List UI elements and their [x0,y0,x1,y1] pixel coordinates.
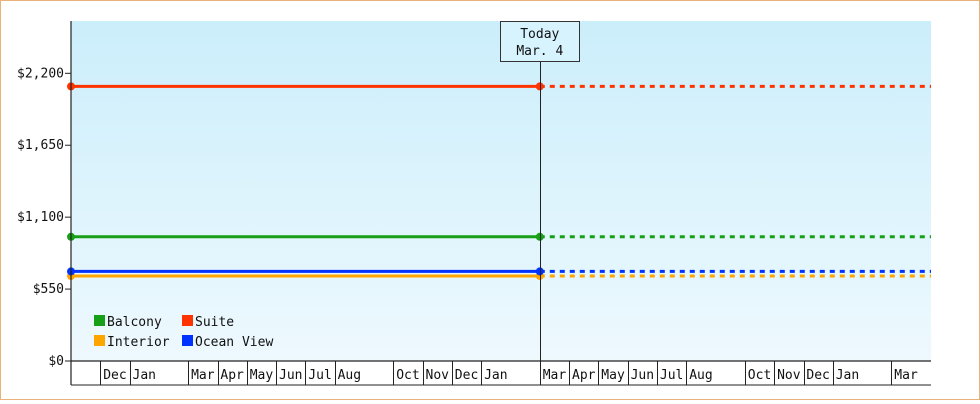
month-label: Dec [103,368,126,383]
month-label: Mar [894,368,918,383]
month-label: Apr [572,368,596,383]
legend-label: Balcony [107,315,162,330]
month-label: Aug [689,368,712,383]
month-label: Dec [806,368,829,383]
month-label: Jan [836,368,859,383]
month-label: Dec [455,368,478,383]
today-title: Today [520,27,559,42]
series-point-today [535,82,544,91]
x-axis-months: Dec Jan Mar Apr May Jun Jul Aug Oct Nov Dec Jan Mar A… [71,361,931,386]
today-date: Mar. 4 [516,44,563,59]
month-label: Nov [777,368,801,383]
month-label: Jan [484,368,507,383]
month-label: Apr [220,368,244,383]
month-label: Aug [338,368,361,383]
y-tick-label: $0 [48,354,64,369]
series-point-today [535,267,544,276]
month-label: May [601,368,625,383]
month-label: Jul [308,368,331,383]
month-label: Jun [279,368,302,383]
series-point-today [535,232,544,241]
month-label: Oct [396,368,419,383]
month-label: May [250,368,274,383]
plot-background [71,21,931,361]
y-tick-label: $1,650 [17,138,64,153]
legend-label: Suite [195,315,234,330]
y-tick-label: $550 [33,282,64,297]
today-marker: Today Mar. 4 [500,21,580,385]
month-label: Nov [426,368,450,383]
month-label: Jan [133,368,156,383]
legend-swatch [94,315,105,326]
today-box [500,21,580,62]
month-label: Jul [660,368,683,383]
month-label: Jun [631,368,654,383]
legend-swatch [182,315,193,326]
month-label: Mar [191,368,215,383]
legend-label: Interior [107,335,170,350]
series-lines [67,82,931,280]
legend-label: Ocean View [195,335,273,350]
y-tick-label: $2,200 [17,66,64,81]
legend-swatch [94,335,105,346]
y-tick-label: $1,100 [17,210,64,225]
legend: Balcony Suite Interior Ocean View [94,315,273,350]
legend-swatch [182,335,193,346]
month-label: Mar [543,368,567,383]
axes: $0 $550 $1,100 $1,650 $2,200 [17,21,931,385]
month-label: Oct [748,368,771,383]
